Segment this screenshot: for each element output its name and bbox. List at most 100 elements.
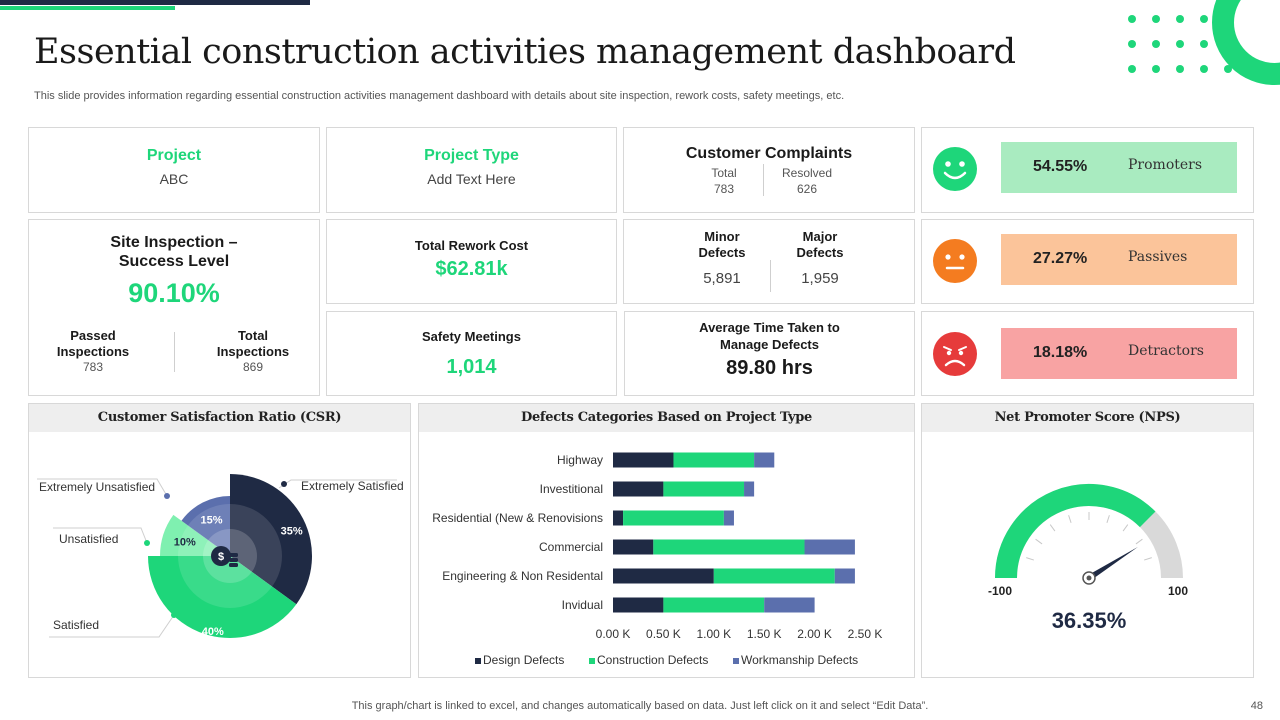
complaints-total-label: Total (711, 166, 737, 180)
avg-time-label-2: Manage Defects (720, 337, 819, 352)
legend-label: Workmanship Defects (741, 653, 858, 667)
csr-legend-label: Satisfied (53, 618, 99, 632)
passives-label: Passives (1128, 249, 1188, 265)
csr-legend-label: Extremely Unsatisfied (39, 480, 155, 494)
total-inspections-value: 869 (242, 360, 264, 374)
legend-label: Construction Defects (597, 653, 708, 667)
defects-bar-chart: Highway Investitional Residential (New & R… (432, 452, 882, 667)
defects-chart-title: Defects Categories Based on Project Type (419, 404, 914, 432)
gauge-value: 36.35% (1052, 608, 1127, 633)
bar-segment (653, 539, 805, 555)
bar-segment (744, 481, 755, 497)
decorative-dot (1224, 15, 1232, 23)
bar-segment (663, 597, 765, 613)
avg-time-label-1: Average Time Taken to (699, 320, 840, 335)
gauge-min-label: -100 (988, 584, 1012, 598)
bar-segment (613, 481, 664, 497)
promoters-label: Promoters (1128, 157, 1203, 173)
bar-segment (613, 510, 624, 526)
gauge-max-label: 100 (1168, 584, 1188, 598)
csr-pct-label: 35% (281, 526, 303, 538)
csr-callout-line (53, 527, 148, 544)
rework-label: Total Rework Cost (414, 238, 529, 253)
sad-face-icon (933, 332, 977, 376)
total-inspections-label-2: Inspections (216, 344, 290, 359)
nps-gauge: -100 100 36.35% (988, 484, 1188, 633)
bar-segment (613, 568, 714, 584)
csr-legend-label: Unsatisfied (59, 532, 118, 546)
decorative-dot (1152, 40, 1160, 48)
gauge-needle (1087, 546, 1138, 581)
detractors-pct: 18.18% (1033, 344, 1088, 361)
csr-slice (148, 556, 297, 638)
legend-label: Design Defects (483, 653, 564, 667)
complaints-resolved-value: 626 (796, 182, 818, 196)
csr-pct-label: 15% (200, 515, 222, 527)
passives-card: 27.27% Passives (921, 219, 1254, 304)
legend-swatch (589, 658, 595, 664)
page-subtitle: This slide provides information regardin… (34, 90, 845, 102)
decorative-dot (1224, 65, 1232, 73)
bar-category-label: Investitional (540, 482, 603, 496)
bar-category-label: Engineering & Non Residental (442, 569, 603, 583)
nps-gauge-panel: Net Promoter Score (NPS) -100 100 36.35% (921, 403, 1254, 678)
x-tick-label: 2.00 K (797, 627, 832, 641)
total-inspections-label-1: Total (237, 328, 269, 343)
site-inspection-card: Site Inspection – Success Level 90.10% P… (28, 219, 320, 396)
major-defects-label-2: Defects (796, 245, 844, 260)
site-inspection-label-2: Success Level (118, 253, 230, 270)
csr-slice (230, 474, 312, 605)
minor-defects-label-2: Defects (698, 245, 746, 260)
bar-segment (613, 452, 674, 468)
defects-chart-panel: Defects Categories Based on Project Type… (418, 403, 915, 678)
legend-swatch (733, 658, 739, 664)
csr-callout-dot (171, 612, 177, 618)
bar-segment (663, 481, 745, 497)
csr-chart: $ 35% 40% 10% 15% Extremely Satisfied Satisf… (37, 474, 404, 638)
gauge-tick (1068, 515, 1072, 523)
bar-segment (804, 539, 855, 555)
complaints-resolved-label: Resolved (781, 166, 833, 180)
csr-title: Customer Satisfaction Ratio (CSR) (29, 404, 410, 432)
safety-meetings-card: Safety Meetings 1,014 (326, 311, 617, 396)
page-number: 48 (1250, 700, 1263, 712)
bar-segment (613, 539, 654, 555)
passed-value: 783 (82, 360, 104, 374)
decorative-dot (1176, 40, 1184, 48)
gauge-tick (1122, 524, 1129, 532)
decorative-dot (1128, 15, 1136, 23)
passed-label-2: Inspections (56, 344, 130, 359)
bar-segment (834, 568, 855, 584)
project-type-label: Project Type (424, 147, 519, 164)
decorative-dot (1176, 15, 1184, 23)
project-card: Project ABC (28, 127, 320, 213)
minor-defects-value: 5,891 (703, 270, 741, 287)
major-defects-value: 1,959 (801, 270, 839, 287)
project-label: Project (146, 147, 202, 164)
decorative-dot (1152, 65, 1160, 73)
csr-callout-dot (144, 540, 150, 546)
major-defects-label-1: Major (802, 229, 838, 244)
promoters-card: 54.55% Promoters (921, 127, 1254, 213)
complaints-label: Customer Complaints (685, 145, 853, 162)
divider (763, 164, 764, 196)
csr-callout-line (49, 614, 175, 638)
decorative-dot-grid (1128, 15, 1238, 85)
bar-category-label: Highway (557, 453, 603, 467)
bar-category-label: Residential (New & Renovisions (432, 511, 603, 525)
bar-category-label: Commercial (539, 540, 603, 554)
csr-callout-dot (164, 493, 170, 499)
complaints-total-value: 783 (713, 182, 735, 196)
customer-complaints-card: Customer Complaints Total 783 Resolved 6… (623, 127, 915, 213)
legend-swatch (475, 658, 481, 664)
project-type-value: Add Text Here (427, 171, 516, 187)
passed-label-1: Passed (70, 328, 116, 343)
csr-panel: Customer Satisfaction Ratio (CSR) $ 35% 4… (28, 403, 411, 678)
site-inspection-label-1: Site Inspection – (110, 234, 238, 251)
bar-segment (623, 510, 724, 526)
promoters-box: 54.55% Promoters (1001, 142, 1237, 193)
gauge-fill (995, 484, 1156, 579)
safety-label: Safety Meetings (422, 329, 521, 344)
decorative-dot (1200, 65, 1208, 73)
x-tick-label: 1.00 K (696, 627, 731, 641)
